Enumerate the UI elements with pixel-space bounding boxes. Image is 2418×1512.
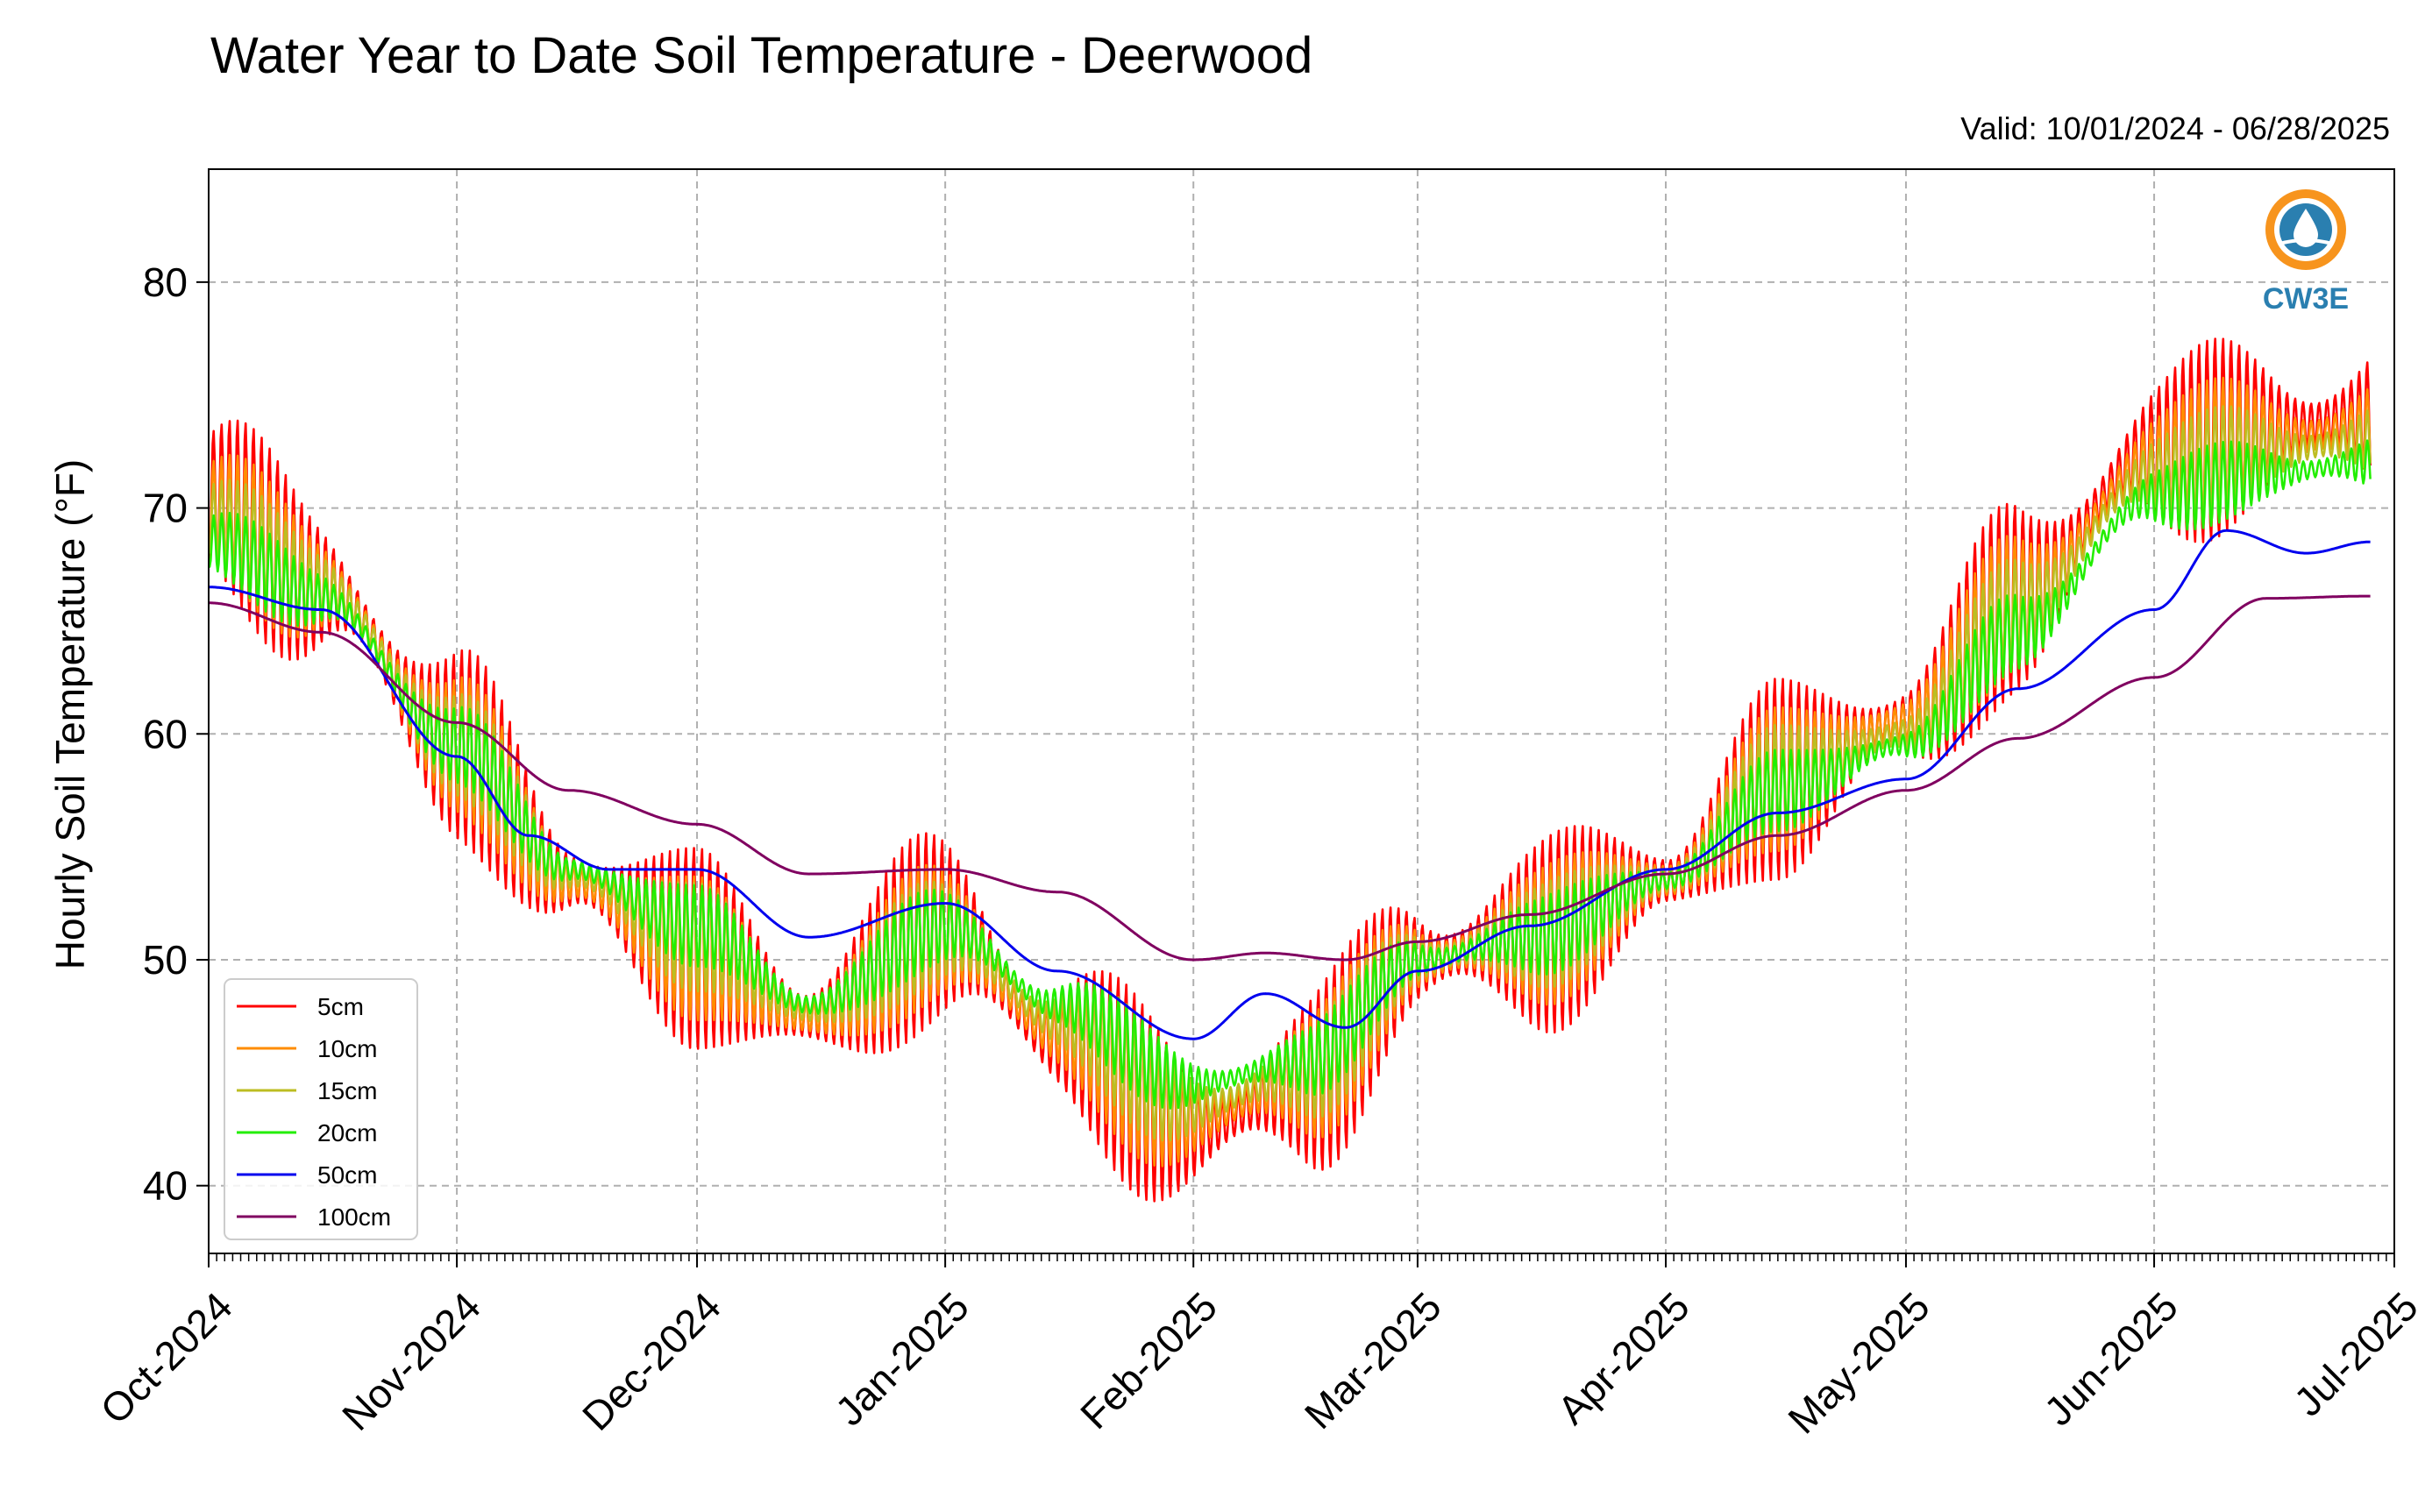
valid-date-range: Valid: 10/01/2024 - 06/28/2025: [1960, 110, 2390, 146]
series-lines: [209, 337, 2372, 1203]
plot-frame: [208, 168, 2395, 1254]
chart-title: Water Year to Date Soil Temperature - De…: [210, 27, 1313, 84]
legend: 5cm 10cm 15cm 20cm 50cm 100cm: [224, 978, 418, 1240]
legend-label-15cm: 15cm: [317, 1077, 377, 1104]
x-tick-label: Nov-2024: [333, 1283, 489, 1439]
x-tick-label: Apr-2025: [1548, 1283, 1698, 1433]
legend-label-50cm: 50cm: [317, 1161, 377, 1189]
x-tick-label: Dec-2024: [573, 1283, 729, 1439]
x-tick-label: Jul-2025: [2285, 1283, 2418, 1425]
x-tick-label: Feb-2025: [1071, 1283, 1226, 1437]
series-line-5cm: [209, 337, 2372, 1203]
x-tick-label: Jun-2025: [2035, 1283, 2186, 1434]
legend-label-5cm: 5cm: [317, 993, 364, 1020]
y-tick-label: 70: [143, 486, 188, 531]
logo-text: CW3E: [2263, 282, 2349, 316]
y-tick-label: 60: [143, 711, 188, 756]
series-line-10cm: [209, 376, 2372, 1168]
grid-lines: [209, 169, 2394, 1253]
y-tick-label: 50: [143, 937, 188, 983]
series-line-50cm: [209, 529, 2371, 1040]
y-tick-labels: 40 50 60 70 80: [143, 259, 188, 1209]
x-tick-label: Oct-2024: [91, 1283, 241, 1433]
series-line-20cm: [209, 439, 2372, 1110]
axis-ticks: [196, 280, 2395, 1267]
cw3e-logo: CW3E: [2263, 189, 2349, 316]
legend-label-20cm: 20cm: [317, 1119, 377, 1146]
legend-label-100cm: 100cm: [317, 1203, 391, 1231]
x-tick-labels: Oct-2024 Nov-2024 Dec-2024 Jan-2025 Feb-2025…: [91, 1283, 2418, 1442]
y-tick-label: 80: [143, 259, 188, 305]
series-line-100cm: [209, 594, 2371, 962]
y-tick-label: 40: [143, 1163, 188, 1209]
x-tick-label: May-2025: [1779, 1283, 1938, 1442]
x-tick-label: Jan-2025: [827, 1283, 978, 1434]
legend-label-10cm: 10cm: [317, 1035, 377, 1062]
y-axis-label: Hourly Soil Temperature (°F): [47, 459, 93, 970]
x-tick-label: Mar-2025: [1296, 1283, 1450, 1437]
